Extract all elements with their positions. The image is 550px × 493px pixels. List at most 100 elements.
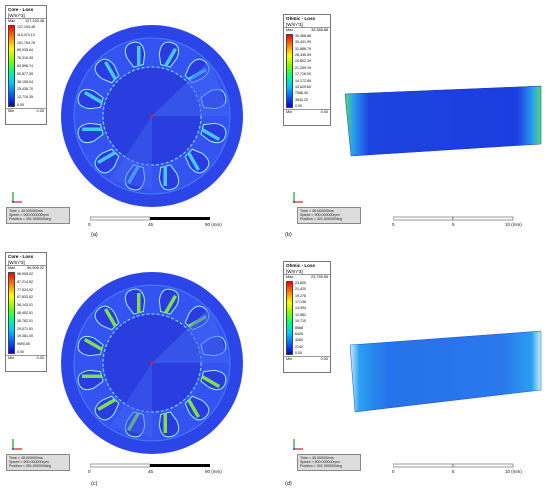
info-line: Speed = 900.000000rpm [9,213,49,218]
legend-title: Core - Loss [8,7,34,12]
legend-tick-label: 4284 [295,338,303,343]
legend-tick-label: 0.00 [295,103,302,108]
legend-tick-label: 17,136 [295,300,306,305]
legend-tick-label: 39,368.88 [295,34,311,38]
info-line: Time = 45.000000ms [9,209,43,213]
legend-tick-label: 89,035.44 [17,48,33,53]
info-line: Position = 301.500000deg [9,464,51,469]
axis-triad-icon [12,439,22,450]
magnet-plate-b [344,85,542,157]
legend-gradient [8,272,15,354]
info-line: Speed = 900.000000rpm [9,460,49,465]
legend-tick-label: 77,524.02 [17,287,33,292]
legend-tick-label: 24,802.39 [295,59,311,64]
legend-max: Max 127,193.48 [6,18,46,23]
legend-tick-label: 21,420 [295,287,306,292]
legend-tick-label: 0.00 [17,349,24,354]
legend-min: Min 0.00 [6,108,46,113]
scale-label-1: 5 [452,469,455,474]
legend-tick-label: 96,905.02 [17,272,33,276]
legend-tick-label: 67,833.52 [17,295,33,300]
legend-units: [W/m^3] [286,269,303,274]
scale-label-2: 10 (mm) [505,222,522,227]
legend-tick-label: 63,596.74 [17,63,33,68]
scale-label-0: 0 [392,469,395,474]
scale-label-2: 90 (mm) [205,469,222,474]
scale-label-2: 10 (mm) [505,469,522,474]
legend-ticks: 127,193.48 114,474.13 101,754.78 89,035.44 7… [17,25,45,107]
legend-max: Max 23,759.95 [284,274,330,279]
legend-tick-label: 28,345.59 [295,53,311,58]
legend-tick-label: 0.00 [295,350,302,355]
legend-min: Min 0.00 [284,356,330,361]
legend-title: Ohmic - Loss [286,263,316,268]
legend-tick-label: 10,710 [295,319,306,324]
info-line: Position = 301.500000deg [9,217,51,222]
legend-tick-label: 21,259.19 [295,65,311,70]
info-line: Time = 45.000000ms [300,456,334,460]
panel-b: Ohmic - Loss [W/m^3] Max 39,368.88 39,368… [275,0,550,246]
info-line: Position = 301.500000deg [300,464,342,469]
simulation-info-d: Time = 45.000000ms Speed = 900.000000rpm P… [297,454,361,471]
caption-d: (d) [285,481,292,487]
legend-ticks: 39,368.88 35,431.99 31,888.79 28,345.59 24,8… [295,34,329,108]
legend-tick-label: 29,071.51 [17,326,33,331]
motor-cross-section-c [61,272,243,454]
legend-ticks: 23,800 21,420 19,278 17,136 14,994 12,852 10,7… [295,281,329,355]
legend-units: [W/m^3] [8,260,25,265]
legend-tick-label: 76,316.09 [17,56,33,61]
scale-bar-icon [90,463,210,468]
panel-d: Ohmic - Loss [W/m^3] Max 23,759.95 23,800… [275,247,550,493]
legend-min: Min 0.00 [6,355,46,360]
axis-triad-icon [293,439,303,450]
legend-tick-label: 58,143.01 [17,303,33,308]
legend-units: [W/m^3] [8,13,25,18]
info-line: Time = 45.000000ms [300,209,334,213]
legend-tick-label: 127,193.48 [17,25,35,29]
legend-title: Core - Loss [8,254,34,259]
legend-tick-label: 10,629.60 [295,84,311,89]
scale-label-1: 5 [452,222,455,227]
legend-tick-label: 101,754.78 [17,40,35,45]
legend-tick-label: 12,719.35 [17,95,33,100]
scale-label-0: 0 [88,469,91,474]
info-line: Speed = 900.000000rpm [300,460,340,465]
legend-tick-label: 14,172.80 [295,78,311,83]
legend-d: Ohmic - Loss [W/m^3] Max 23,759.95 23,800… [283,261,331,373]
scale-bar-icon [393,463,514,468]
legend-tick-label: 12,852 [295,312,306,317]
legend-ticks: 96,905.02 87,214.52 77,524.02 67,833.52 58,1… [17,272,45,354]
simulation-info-c: Time = 45.000000ms Speed = 900.000000rpm P… [6,454,70,471]
magnet-plate-d [349,330,542,413]
legend-tick-label: 6426 [295,331,303,336]
legend-gradient [286,281,293,355]
legend-tick-label: 7086.40 [295,91,308,96]
panel-c: Core - Loss [W/m^3] Max 96,905.02 96,905.… [0,247,275,493]
legend-title: Ohmic - Loss [286,16,316,21]
legend-units: [W/m^3] [286,22,303,27]
info-line: Time = 45.000000ms [9,456,43,460]
scale-label-0: 0 [392,222,395,227]
legend-tick-label: 9690.50 [17,342,30,347]
scale-label-2: 90 (mm) [205,222,222,227]
simulation-info-b: Time = 45.000000ms Speed = 900.000000rpm P… [297,207,361,224]
caption-a: (a) [91,232,98,238]
legend-a: Core - Loss [W/m^3] Max 127,193.48 127,19… [5,5,47,125]
legend-tick-label: 2142 [295,344,303,349]
legend-tick-label: 87,214.52 [17,279,33,284]
scale-bar-icon [393,216,514,221]
axis-triad-icon [12,192,22,203]
axis-triad-icon [293,192,303,203]
legend-tick-label: 19,381.00 [17,334,33,339]
legend-max: Max 39,368.88 [284,27,330,32]
scale-label-1: 45 [148,469,154,474]
legend-tick-label: 48,452.51 [17,310,33,315]
caption-c: (c) [91,481,98,487]
legend-b: Ohmic - Loss [W/m^3] Max 39,368.88 39,368… [283,14,331,126]
motor-cross-section-a [61,25,243,207]
legend-gradient [286,34,293,108]
scale-label-1: 45 [148,222,154,227]
info-line: Position = 301.500000deg [300,217,342,222]
info-line: Speed = 900.000000rpm [300,213,340,218]
legend-tick-label: 3543.20 [295,97,308,102]
